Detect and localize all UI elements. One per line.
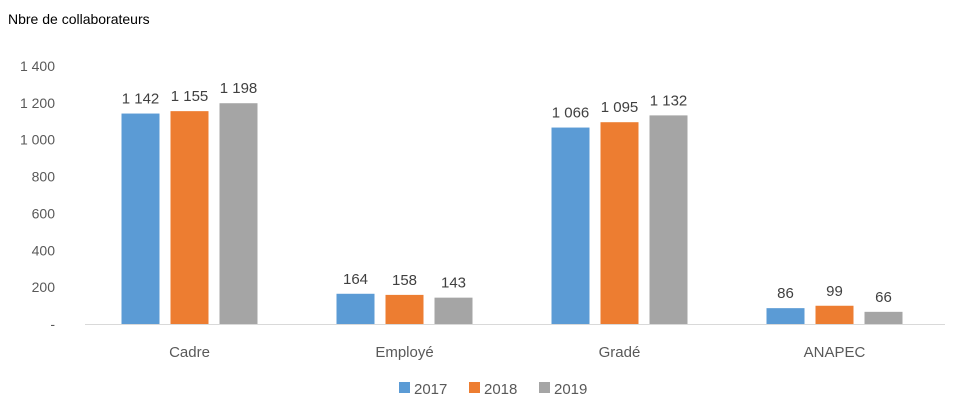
legend: 2017 2018 2019 xyxy=(399,381,587,398)
category-labels: Cadre Employé Gradé ANAPEC xyxy=(169,344,865,361)
bar-2018 xyxy=(170,111,209,325)
bar-2019 xyxy=(219,103,258,325)
legend-label-2018: 2018 xyxy=(484,381,517,398)
legend-swatch-2018 xyxy=(469,382,480,393)
bar-2017 xyxy=(551,127,590,325)
data-label: 1 095 xyxy=(601,99,639,116)
legend-swatch-2019 xyxy=(539,382,550,393)
bar-2017 xyxy=(121,113,160,324)
bar-2018 xyxy=(600,122,639,324)
legend-swatch-2017 xyxy=(399,382,410,393)
y-tick-label: 400 xyxy=(32,242,56,258)
data-label: 1 066 xyxy=(552,105,590,122)
y-axis-label: Nbre de collaborateurs xyxy=(8,11,150,27)
y-tick-label: 1 400 xyxy=(20,58,55,74)
legend-label-2017: 2017 xyxy=(414,381,447,398)
data-label: 164 xyxy=(343,271,368,288)
data-label: 1 132 xyxy=(650,92,688,109)
y-tick-label: - xyxy=(50,316,55,332)
y-tick-label: 600 xyxy=(32,205,56,221)
bar-2019 xyxy=(649,115,688,324)
data-labels: 1 142 1 155 1 198 164 158 143 1 066 1 095 1 132 8… xyxy=(122,80,892,306)
category-label: Gradé xyxy=(599,344,641,361)
data-label: 66 xyxy=(875,289,892,306)
category-label: Cadre xyxy=(169,344,210,361)
data-label: 86 xyxy=(777,285,794,302)
bars xyxy=(121,103,903,325)
y-tick-label: 800 xyxy=(32,169,56,185)
bar-2018 xyxy=(385,294,424,324)
bar-2017 xyxy=(766,308,805,324)
data-label: 1 198 xyxy=(220,80,258,97)
category-label: ANAPEC xyxy=(804,344,866,361)
data-label: 99 xyxy=(826,283,843,300)
data-label: 158 xyxy=(392,272,417,289)
data-label: 143 xyxy=(441,275,466,292)
y-tick-label: 1 000 xyxy=(20,132,55,148)
bar-2019 xyxy=(434,297,473,324)
bar-2017 xyxy=(336,293,375,324)
legend-label-2019: 2019 xyxy=(554,381,587,398)
data-label: 1 142 xyxy=(122,91,160,108)
y-axis-ticks: - 200 400 600 800 1 000 1 200 1 400 xyxy=(20,58,55,332)
bar-2018 xyxy=(815,305,854,324)
y-tick-label: 1 200 xyxy=(20,95,55,111)
data-label: 1 155 xyxy=(171,88,209,105)
bar-2019 xyxy=(864,311,903,324)
y-tick-label: 200 xyxy=(32,279,56,295)
category-label: Employé xyxy=(375,344,433,361)
